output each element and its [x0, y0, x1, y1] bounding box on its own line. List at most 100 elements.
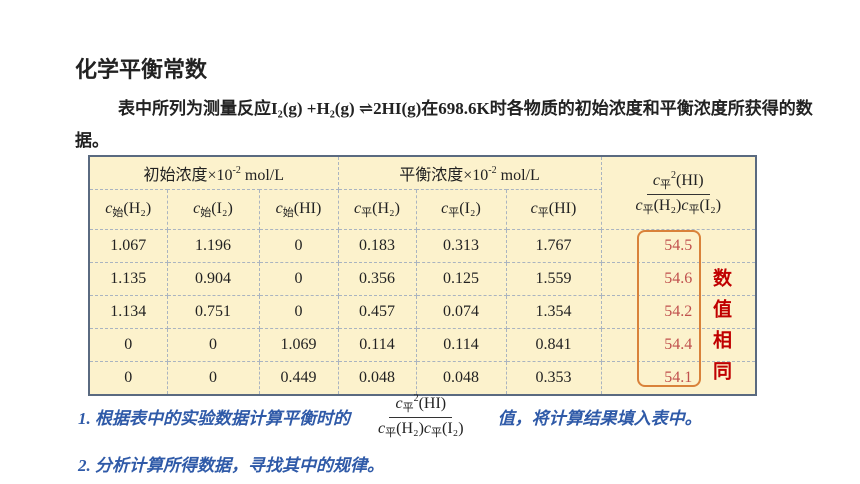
table-cell: 0.356: [337, 262, 417, 296]
numerator: c平2(HI): [389, 393, 453, 418]
superscript: 2: [671, 169, 677, 181]
formula: c平(H₂): [378, 420, 424, 439]
table-cell: 0.048: [337, 361, 417, 396]
species: (H₂): [396, 420, 424, 437]
column-header: c平(H₂): [337, 189, 417, 230]
group-header: 初始浓度×10-2 mol/L: [88, 155, 339, 190]
title: 化学平衡常数: [75, 58, 208, 83]
subscript: 平: [537, 206, 549, 219]
symbol: c: [423, 420, 432, 437]
column-header: c始(H₂): [88, 189, 168, 230]
table-cell: 0: [166, 361, 260, 396]
data-row: 1.134 0.751 0 0.457 0.074 1.354 54.2: [88, 295, 757, 329]
symbol: c: [105, 199, 113, 217]
species: (HI): [418, 395, 447, 412]
species: (I₂): [442, 420, 464, 437]
subscript: 始: [200, 206, 212, 219]
formula: c平(I₂): [681, 196, 722, 216]
superscript: -2: [488, 165, 497, 176]
question-text: 值，将计算结果填入表中。: [497, 409, 702, 428]
symbol: c: [681, 196, 689, 214]
denominator: c平(H₂)c平(I₂): [372, 418, 470, 440]
formula: c平2(HI): [395, 393, 447, 414]
highlight-box: [637, 230, 701, 387]
table-cell: 0: [258, 229, 339, 263]
table-cell: 1.559: [505, 262, 602, 296]
ratio-cell: 54.5: [600, 229, 757, 263]
ratio-header: c平2(HI) c平(H₂)c平(I₂): [600, 155, 757, 230]
table-cell: 0.114: [337, 328, 417, 362]
column-header: c始(HI): [258, 189, 339, 230]
unit: mol/L: [500, 167, 540, 184]
subscript: 平: [642, 203, 654, 216]
species: (HI): [293, 199, 322, 217]
subscript: 平: [448, 206, 460, 219]
formula: c始(HI): [275, 199, 322, 219]
subscript: 平: [402, 402, 414, 414]
species: (HI): [548, 199, 577, 217]
subscript: 平: [385, 427, 397, 439]
data-row: 0 0 1.069 0.114 0.114 0.841 54.4: [88, 328, 757, 362]
formula: c平(HI): [530, 199, 577, 219]
table-cell: 0.114: [415, 328, 507, 362]
table-cell: 1.134: [88, 295, 168, 329]
fraction: c平2(HI) c平(H₂)c平(I₂): [372, 393, 470, 440]
table-cell: 0: [258, 295, 339, 329]
group-header: 平衡浓度×10-2 mol/L: [337, 155, 602, 190]
superscript: 2: [413, 393, 419, 404]
data-table: 初始浓度×10-2 mol/L 平衡浓度×10-2 mol/L c平2(HI) c平(H₂…: [88, 155, 757, 396]
table-cell: 1.767: [505, 229, 602, 263]
symbol: c: [378, 420, 386, 437]
header-row: c始(H₂) c始(I₂) c始(HI) c平(H₂) c平(I₂) c平(HI): [88, 189, 756, 230]
table-cell: 0.841: [505, 328, 602, 362]
ratio-cell: 54.4: [600, 328, 757, 362]
column-header: c平(HI): [505, 189, 602, 230]
formula: c始(H₂): [105, 199, 151, 219]
subscript: 平: [688, 203, 700, 216]
table-cell: 0: [88, 361, 168, 396]
superscript: -2: [232, 165, 241, 176]
numerator: c平2(HI): [646, 169, 710, 195]
symbol: c: [530, 199, 538, 217]
species: (H₂): [653, 196, 682, 214]
table-cell: 0: [88, 328, 168, 362]
symbol: c: [275, 199, 283, 217]
formula: c平(I₂): [423, 420, 464, 439]
header-row: 初始浓度×10-2 mol/L 平衡浓度×10-2 mol/L c平2(HI) c平(H₂…: [88, 155, 757, 230]
table-cell: 0.048: [415, 361, 507, 396]
species: (I₂): [211, 199, 233, 217]
table-cell: 1.196: [166, 229, 260, 263]
species: (I₂): [699, 196, 722, 214]
intro: 表中所列为测量反应I₂(g) +H₂(g) ⇌2HI(g)在698.6K时各物质…: [75, 99, 813, 150]
data-row: 1.067 1.196 0 0.183 0.313 1.767 54.5: [88, 229, 757, 263]
table-cell: 0.449: [258, 361, 339, 396]
table-cell: 1.354: [505, 295, 602, 329]
table-cell: 0.904: [166, 262, 260, 296]
symbol: c: [193, 199, 201, 217]
table-cell: 0.074: [415, 295, 507, 329]
formula: c平(I₂): [441, 199, 481, 219]
symbol: c: [354, 199, 362, 217]
fraction: c平2(HI) c平(H₂)c平(I₂): [629, 170, 727, 217]
table-cell: 1.069: [258, 328, 339, 362]
formula: c平(H₂): [635, 196, 682, 216]
header-text: 平衡浓度×10: [399, 167, 489, 184]
formula: c平2(HI): [652, 169, 704, 191]
table-cell: 0.313: [415, 229, 507, 263]
question: 1. 根据表中的实验数据计算平衡时的 c平2(HI) c平(H₂)c平(I₂) 值，将…: [78, 393, 702, 440]
species: (HI): [676, 171, 704, 189]
table-cell: 0: [166, 328, 260, 362]
symbol: c: [652, 171, 661, 189]
symbol: c: [441, 199, 449, 217]
table-cell: 0.751: [166, 295, 260, 329]
question: 2. 分析计算所得数据，寻找其中的规律。: [78, 456, 384, 475]
header-text: 初始浓度×10: [143, 167, 233, 184]
question-text: 1. 根据表中的实验数据计算平衡时的: [78, 409, 350, 428]
table-cell: 0.183: [337, 229, 417, 263]
ratio-cell: 54.2: [600, 295, 757, 329]
data-row: 0 0 0.449 0.048 0.048 0.353 54.1: [88, 361, 757, 396]
column-header: c始(I₂): [166, 189, 260, 230]
table-cell: 1.135: [88, 262, 168, 296]
note: 数值相同: [710, 268, 732, 392]
